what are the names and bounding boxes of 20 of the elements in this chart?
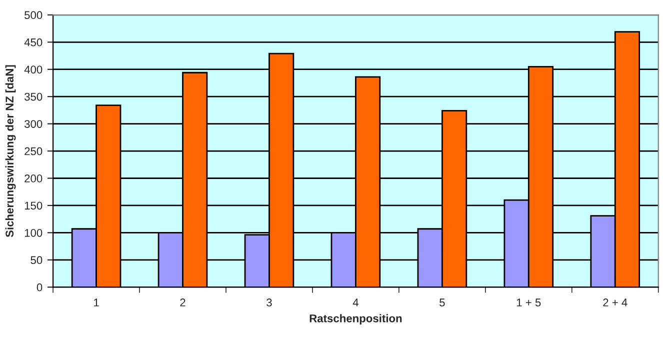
y-tick-label: 450 [24, 38, 42, 46]
y-tick-label: 400 [24, 66, 42, 74]
y-tick-label: 200 [24, 174, 42, 182]
x-tick-label: 1 [94, 298, 99, 306]
y-axis-title: Sicherungswirkung der NZ [daN] [5, 65, 16, 238]
x-tick-label: 2 [180, 298, 186, 306]
y-tick-label: 350 [24, 92, 42, 101]
y-tick-label: 0 [36, 283, 42, 292]
y-tick-label: 300 [24, 120, 42, 128]
x-tick-label: 3 [266, 298, 272, 306]
y-tick-label: 150 [24, 202, 42, 210]
x-tick-label: 5 [440, 298, 445, 306]
y-tick-label: 50 [30, 256, 42, 264]
x-tick-label: 1 + 5 [516, 298, 541, 306]
y-tick-label: 500 [24, 11, 42, 20]
x-tick-label: 4 [352, 298, 358, 306]
y-tick-label: 100 [24, 228, 42, 237]
x-tick-label: 2 + 4 [603, 298, 628, 306]
y-tick-label: 250 [24, 147, 42, 156]
x-axis-title: Ratschenposition [310, 314, 402, 325]
